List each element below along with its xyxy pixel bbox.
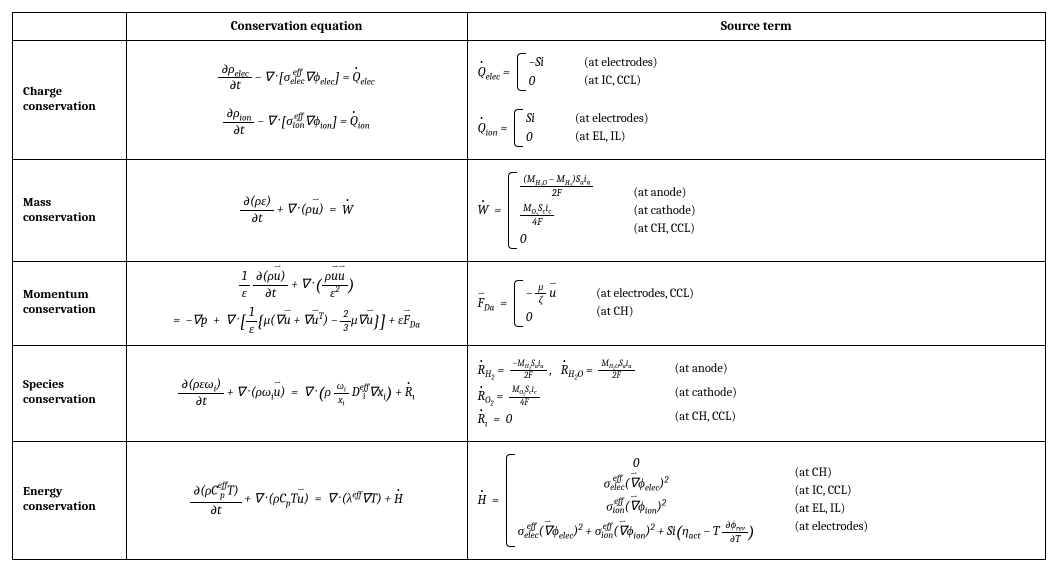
momentum-src-lhs: FDa = — [478, 296, 514, 311]
row-mass: Mass conservation ∂(ρε)∂t + ∇ · (ρu) = W… — [13, 160, 1046, 262]
species-src-line2: RO2 = MO2Scic4F — [478, 384, 635, 410]
species-src-where1: (at anode) — [675, 360, 737, 378]
row-momentum-source: FDa = − μζ u 0 (at electrodes, CCL) (at … — [467, 262, 1046, 346]
charge-src-elec-where1: (at electrodes) — [584, 54, 658, 72]
momentum-eq-line2: = −∇p + ∇ · [1ε{μ(∇u + ∇uT) − 23μ∇u}] + … — [173, 306, 420, 336]
energy-eq: ∂(ρCeffpT)∂t + ∇ · (ρCpTu) = ∇ · (λeff∇T… — [137, 482, 457, 517]
mass-src-where3: (at CH, CCL) — [633, 220, 695, 238]
row-mass-label: Mass conservation — [13, 160, 127, 262]
header-source: Source term — [467, 13, 1046, 41]
momentum-src-case2: 0 — [526, 308, 556, 327]
row-mass-source: W = (MH2O − MH2)Saia2F MO2Scic4F 0 (at a… — [467, 160, 1046, 262]
row-charge: Charge conservation ∂ρelec∂t − ∇ · [σeff… — [13, 41, 1046, 160]
charge-eq-elec: ∂ρelec∂t − ∇ · [σeffelec∇ϕelec] = Qelec — [218, 63, 374, 93]
row-species-label: Species conservation — [13, 345, 127, 441]
energy-src-where4: (at electrodes) — [795, 518, 869, 536]
row-species-equation: ∂(ρεωi)∂t + ∇ · (ρωiu) = ∇ · (ρ ωixi Def… — [126, 345, 467, 441]
row-charge-source: Qelec = −Si 0 (at electrodes) (at IC, CC… — [467, 41, 1046, 160]
row-energy: Energy conservation ∂(ρCeffpT)∂t + ∇ · (… — [13, 441, 1046, 559]
charge-src-elec-case2: 0 — [529, 72, 544, 91]
energy-src-where3: (at EL, IL) — [795, 500, 869, 518]
energy-src-where2: (at IC, CCL) — [795, 482, 869, 500]
momentum-src-where2: (at CH) — [596, 303, 694, 321]
row-mass-equation: ∂(ρε)∂t + ∇ · (ρu) = W — [126, 160, 467, 262]
species-src-line1: RH2 = −MH2Saia2F , RH2O = MH2OSaia2F — [478, 358, 635, 384]
mass-eq: ∂(ρε)∂t + ∇ · (ρu) = W — [137, 195, 457, 225]
mass-src-where2: (at cathode) — [633, 202, 695, 220]
momentum-eq-line1: 1ε ∂(ρu)∂t + ∇ · (ρuuε2) — [239, 270, 355, 300]
mass-src: W = (MH2O − MH2)Saia2F MO2Scic4F 0 (at a… — [478, 172, 1036, 249]
row-species: Species conservation ∂(ρεωi)∂t + ∇ · (ρω… — [13, 345, 1046, 441]
charge-src-ion-case1: Si — [526, 109, 535, 128]
header-blank — [13, 13, 127, 41]
row-momentum: Momentum conservation 1ε ∂(ρu)∂t + ∇ · (… — [13, 262, 1046, 346]
row-species-source: RH2 = −MH2Saia2F , RH2O = MH2OSaia2F RO2… — [467, 345, 1046, 441]
header-row: Conservation equation Source term — [13, 13, 1046, 41]
momentum-src-where1: (at electrodes, CCL) — [596, 285, 694, 303]
species-eq: ∂(ρεωi)∂t + ∇ · (ρωiu) = ∇ · (ρ ωixi Def… — [137, 378, 457, 408]
momentum-src-case1: − μζ u — [526, 280, 556, 308]
momentum-src: FDa = − μζ u 0 (at electrodes, CCL) (at … — [478, 280, 1036, 327]
charge-src-ion-where1: (at electrodes) — [575, 110, 649, 128]
charge-src-ion-lhs: Qion = — [478, 121, 515, 136]
charge-eq-ion: ∂ρion∂t − ∇ · [σeffion∇ϕion] = Qion — [223, 107, 369, 137]
energy-src-case4: σeffelec(∇ϕelec)2 + σeffion(∇ϕion)2 + Si… — [518, 518, 755, 546]
row-energy-source: H = 0 σeffelec(∇ϕelec)2 σeffion(∇ϕion)2 … — [467, 441, 1046, 559]
row-energy-equation: ∂(ρCeffpT)∂t + ∇ · (ρCpTu) = ∇ · (λeff∇T… — [126, 441, 467, 559]
species-src-where2: (at cathode) — [675, 384, 737, 402]
charge-src-ion: Qion = Si 0 (at electrodes) (at EL, IL) — [478, 109, 1036, 147]
charge-src-ion-case2: 0 — [526, 128, 535, 147]
mass-src-case2: MO2Scic4F — [520, 201, 593, 230]
mass-src-case1: (MH2O − MH2)Saia2F — [520, 172, 593, 201]
conservation-table: Conservation equation Source term Charge… — [12, 12, 1046, 560]
row-charge-label: Charge conservation — [13, 41, 127, 160]
energy-src-where1: (at CH) — [795, 464, 869, 482]
row-momentum-label: Momentum conservation — [13, 262, 127, 346]
species-src-line3: Rı = 0 — [478, 410, 635, 429]
header-equation: Conservation equation — [126, 13, 467, 41]
charge-src-elec-where2: (at IC, CCL) — [584, 72, 658, 90]
row-charge-equation: ∂ρelec∂t − ∇ · [σeffelec∇ϕelec] = Qelec … — [126, 41, 467, 160]
species-src: RH2 = −MH2Saia2F , RH2O = MH2OSaia2F RO2… — [478, 358, 1036, 429]
energy-src-lhs: H = — [478, 493, 506, 508]
charge-src-elec: Qelec = −Si 0 (at electrodes) (at IC, CC… — [478, 53, 1036, 91]
row-momentum-equation: 1ε ∂(ρu)∂t + ∇ · (ρuuε2) = −∇p + ∇ · [1ε… — [126, 262, 467, 346]
energy-src-case3: σeffion(∇ϕion)2 — [518, 496, 755, 519]
mass-src-case3: 0 — [520, 230, 593, 249]
charge-src-ion-where2: (at EL, IL) — [575, 128, 649, 146]
row-energy-label: Energy conservation — [13, 441, 127, 559]
charge-src-elec-case1: −Si — [529, 53, 544, 72]
species-src-where3: (at CH, CCL) — [675, 408, 737, 426]
mass-src-where1: (at anode) — [633, 184, 695, 202]
energy-src: H = 0 σeffelec(∇ϕelec)2 σeffion(∇ϕion)2 … — [478, 454, 1036, 547]
mass-src-lhs: W = — [478, 203, 509, 218]
charge-src-elec-lhs: Qelec = — [478, 65, 517, 80]
